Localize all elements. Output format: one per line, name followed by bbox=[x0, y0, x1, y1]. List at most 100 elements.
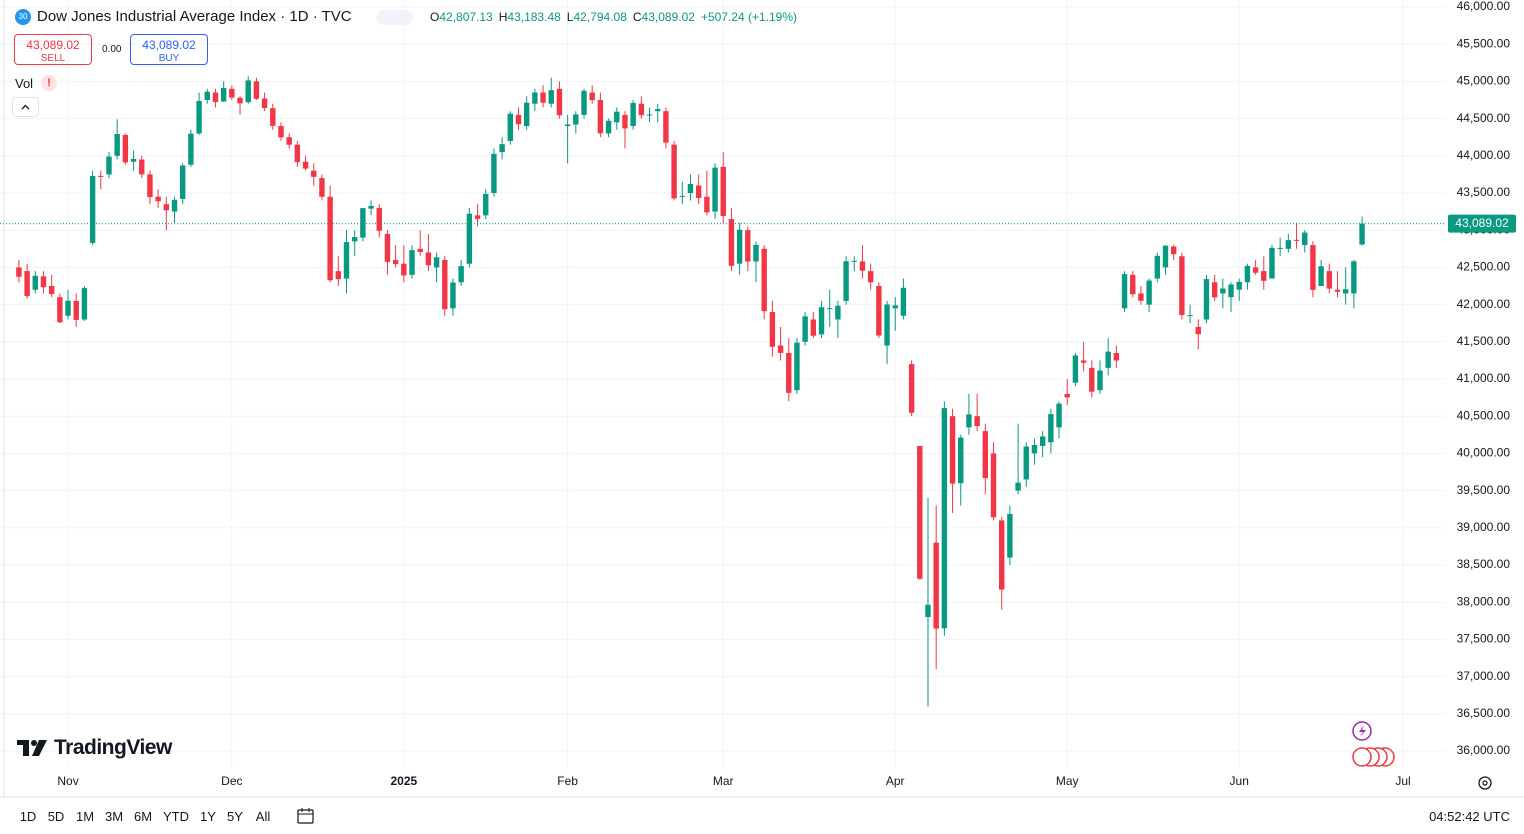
candle-body bbox=[384, 233, 391, 262]
candle-body bbox=[851, 260, 857, 262]
candle-body bbox=[368, 205, 374, 209]
sell-button[interactable]: 43,089.02 SELL bbox=[14, 34, 92, 65]
buy-label: BUY bbox=[158, 53, 180, 64]
candle-body bbox=[1293, 239, 1300, 241]
candle-body bbox=[48, 286, 55, 295]
range-button[interactable]: 1Y bbox=[200, 809, 216, 824]
candle-body bbox=[245, 80, 251, 103]
range-button[interactable]: 5Y bbox=[227, 809, 243, 824]
range-button[interactable]: 1M bbox=[75, 809, 95, 824]
candle-body bbox=[204, 91, 210, 100]
candle-body bbox=[442, 259, 448, 310]
candle-body bbox=[499, 144, 505, 153]
candle-body bbox=[32, 275, 38, 290]
range-button[interactable]: 3M bbox=[104, 809, 124, 824]
logo-text: TradingView bbox=[54, 736, 172, 759]
candle-body bbox=[884, 304, 890, 346]
collapse-button[interactable] bbox=[12, 97, 39, 117]
candle-body bbox=[712, 167, 718, 212]
y-tick-label: 36,000.00 bbox=[1457, 743, 1511, 757]
range-button[interactable]: 6M bbox=[133, 809, 153, 824]
candle-body bbox=[769, 312, 776, 347]
calendar-icon[interactable] bbox=[295, 806, 317, 826]
sell-price: 43,089.02 bbox=[26, 38, 80, 52]
candle-body bbox=[139, 159, 145, 175]
candle-body bbox=[605, 120, 612, 134]
candle-body bbox=[1146, 280, 1152, 305]
y-tick-label: 44,000.00 bbox=[1457, 148, 1511, 162]
candle-body bbox=[491, 153, 497, 194]
y-tick-label: 43,500.00 bbox=[1457, 185, 1511, 199]
candle-body bbox=[507, 113, 513, 141]
volume-indicator[interactable]: Vol bbox=[15, 76, 34, 91]
candle-body bbox=[425, 252, 432, 266]
candle-body bbox=[1310, 245, 1316, 290]
buy-price: 43,089.02 bbox=[142, 38, 196, 52]
candle-body bbox=[237, 97, 243, 104]
candle-body bbox=[1334, 289, 1341, 292]
candle-body bbox=[573, 114, 579, 125]
candle-body bbox=[1121, 274, 1128, 309]
warning-icon[interactable]: ! bbox=[41, 75, 57, 91]
candle-body bbox=[1170, 246, 1177, 255]
candle-body bbox=[695, 185, 702, 198]
lightning-icon bbox=[1352, 721, 1372, 741]
candle-body bbox=[736, 229, 743, 264]
candle-body bbox=[1326, 271, 1332, 289]
candle-body bbox=[1203, 279, 1210, 320]
y-tick-label: 44,500.00 bbox=[1457, 111, 1511, 125]
y-tick-label: 40,500.00 bbox=[1457, 408, 1511, 422]
candle-body bbox=[1236, 281, 1242, 290]
range-button[interactable]: 5D bbox=[47, 809, 65, 824]
candle-body bbox=[589, 92, 595, 101]
y-tick-label: 42,000.00 bbox=[1457, 297, 1511, 311]
candle-body bbox=[286, 137, 292, 145]
candle-body bbox=[1228, 284, 1234, 298]
candle-body bbox=[1211, 282, 1218, 298]
candle-body bbox=[180, 165, 186, 199]
y-tick-label: 45,000.00 bbox=[1457, 74, 1511, 88]
candle-body bbox=[802, 316, 808, 342]
candle-body bbox=[1064, 393, 1070, 398]
candle-body bbox=[343, 242, 350, 279]
candle-body bbox=[40, 276, 47, 288]
y-tick-label: 39,000.00 bbox=[1457, 520, 1511, 534]
range-button[interactable]: 1D bbox=[19, 809, 37, 824]
candle-body bbox=[827, 308, 833, 310]
candle-body bbox=[679, 195, 685, 197]
candle-body bbox=[327, 196, 333, 281]
candle-body bbox=[548, 90, 554, 104]
candle-body bbox=[1187, 315, 1193, 317]
y-tick-label: 42,500.00 bbox=[1457, 260, 1511, 274]
candle-body bbox=[1007, 513, 1013, 558]
range-button[interactable]: YTD bbox=[163, 809, 189, 824]
candle-body bbox=[556, 88, 563, 116]
range-button[interactable]: All bbox=[255, 809, 271, 824]
y-tick-label: 41,000.00 bbox=[1457, 371, 1511, 385]
candle-body bbox=[1261, 271, 1267, 281]
ohlc-key: C bbox=[632, 10, 642, 24]
candle-body bbox=[122, 134, 129, 163]
candle-body bbox=[1154, 255, 1161, 279]
chart: Nov Dec 2025 Feb Mar Apr May Jun Jul 36,000.00 36,… bbox=[0, 0, 1524, 798]
buy-button[interactable]: 43,089.02 BUY bbox=[130, 34, 208, 65]
candle-body bbox=[564, 124, 571, 127]
x-tick-label: Feb bbox=[557, 774, 578, 788]
candle-body bbox=[294, 144, 301, 163]
candle-body bbox=[1285, 240, 1292, 249]
status-pill[interactable] bbox=[376, 10, 413, 25]
candle-body bbox=[1113, 352, 1120, 361]
candle-body bbox=[147, 174, 153, 198]
ohlc-value: 43,089.02 bbox=[641, 10, 695, 24]
candle-body bbox=[466, 213, 473, 264]
settings-icon-core bbox=[1482, 780, 1488, 786]
candle-body bbox=[1252, 267, 1259, 273]
symbol-title: Dow Jones Industrial Average Index · 1D … bbox=[37, 8, 352, 25]
candle-body bbox=[638, 103, 645, 116]
candle-body bbox=[57, 297, 63, 323]
ohlc-legend: O42,807.13 H43,183.48 L42,794.08 C43,089.02… bbox=[430, 10, 803, 24]
candle-body bbox=[859, 261, 866, 271]
last-price-box bbox=[1448, 214, 1516, 233]
candle-body bbox=[761, 248, 767, 312]
